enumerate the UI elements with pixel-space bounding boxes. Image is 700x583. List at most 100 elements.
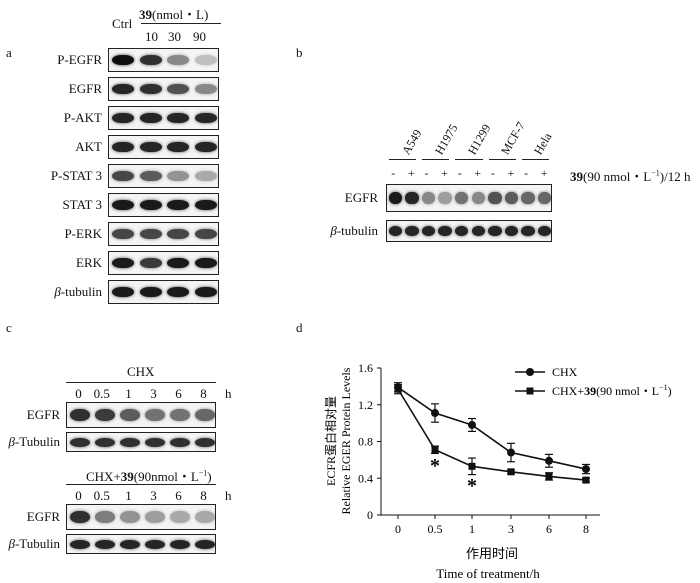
cell-line-underline: [488, 159, 516, 160]
blot-band: [194, 539, 215, 549]
blot-band: [438, 226, 452, 236]
blot-band: [167, 228, 190, 240]
blot-band: [144, 437, 165, 447]
y-tick-label: 1.6: [358, 361, 373, 375]
blot-band: [195, 54, 218, 66]
panel-c-bottom-line: [66, 484, 216, 485]
panel-a-letter: a: [6, 45, 12, 60]
blot-band: [195, 286, 218, 298]
timepoint-label: 3: [150, 386, 157, 401]
blot-band: [405, 191, 419, 205]
data-point-square: [545, 472, 553, 480]
blot-band: [388, 191, 402, 205]
dose-label: 10: [145, 29, 158, 44]
x-tick-label: 8: [583, 522, 589, 536]
blot-band: [139, 228, 162, 240]
timepoint-label: 0: [75, 386, 82, 401]
treatment-sign: +: [507, 166, 515, 180]
blot-band: [438, 191, 452, 205]
blot-band: [111, 54, 134, 66]
data-point-square: [468, 462, 476, 470]
blot-band: [69, 437, 90, 447]
blot-band: [144, 409, 165, 421]
timepoint-label: 0.5: [93, 386, 110, 401]
row-label-text: STAT 3: [62, 197, 102, 212]
y-axis-label: Relative EGER Protein Levels: [339, 367, 353, 514]
blot-band: [488, 226, 502, 236]
row-label-text: P-ERK: [64, 226, 102, 241]
blot-band: [94, 539, 115, 549]
data-point-circle: [468, 420, 476, 429]
blot-band: [521, 191, 535, 205]
panel-c-top-line: [66, 382, 216, 383]
time-unit: h: [225, 386, 232, 401]
blot-band: [169, 437, 190, 447]
blot-band: [421, 226, 436, 236]
panel-a-row-label: EGFR: [69, 81, 102, 97]
treatment-sign: -: [490, 166, 495, 180]
dose-label: 90: [193, 29, 206, 44]
blot-band: [471, 191, 485, 205]
panel-b-row-label: β-tubulin: [330, 223, 378, 239]
panel-c-bottom-title: CHX+39(90nmol・L−1): [86, 468, 212, 484]
y-tick-label: 0.4: [358, 471, 373, 485]
timepoint-label: 1: [125, 386, 132, 401]
blot-band: [111, 112, 134, 124]
x-tick-label: 3: [508, 522, 514, 536]
blot-band: [521, 226, 535, 236]
blot-band: [195, 170, 218, 182]
timepoint-label: 6: [175, 386, 182, 401]
dose-label: 30: [168, 29, 181, 44]
blot-band: [195, 141, 218, 153]
panel-a-blot-erk: [108, 251, 219, 275]
row-label-text: EGFR: [344, 190, 378, 205]
panel-c-letter: c: [6, 320, 12, 335]
panel-a-blot-stat-3: [108, 193, 219, 217]
significance-asterisk: *: [467, 475, 477, 497]
panel-c-chx-blot-egfr: [66, 402, 216, 428]
blot-band: [69, 409, 90, 421]
blot-band: [504, 191, 519, 205]
blot-band: [144, 539, 165, 549]
panel-a-row-label: ERK: [76, 255, 102, 271]
blot-band: [139, 199, 162, 211]
panel-a-dose-line: [141, 23, 221, 24]
data-point-circle: [545, 456, 553, 465]
blot-band: [421, 191, 436, 205]
blot-band: [169, 539, 190, 549]
row-label-text: tubulin: [65, 284, 102, 299]
blot-band: [167, 199, 190, 211]
cell-line-underline: [455, 159, 483, 160]
panel-c-combo-blot-beta-tubulin: [66, 534, 216, 554]
panel-a-ctrl-header: Ctrl: [112, 16, 133, 31]
x-tick-label: 0: [395, 522, 401, 536]
blot-band: [471, 226, 485, 236]
timepoint-label: 0: [75, 488, 82, 503]
row-label-text: Tubulin: [19, 536, 60, 551]
blot-band: [111, 228, 134, 240]
greek-beta: β-: [8, 434, 20, 449]
blot-band: [119, 409, 140, 421]
blot-band: [167, 54, 190, 66]
panel-a-blot-akt: [108, 135, 219, 159]
x-axis-label: Time of treatment/h: [436, 566, 540, 581]
blot-band: [111, 257, 134, 269]
legend-marker-square: [526, 387, 534, 395]
panel-a-blot-p-erk: [108, 222, 219, 246]
blot-band: [119, 511, 140, 523]
blot-band: [167, 83, 190, 95]
blot-band: [111, 199, 134, 211]
greek-beta: β-: [330, 223, 342, 238]
blot-band: [167, 170, 190, 182]
timepoint-label: 8: [200, 488, 207, 503]
y-tick-label: 1.2: [358, 398, 373, 412]
row-label-text: Tubulin: [19, 434, 60, 449]
blot-band: [94, 437, 115, 447]
row-label-text: AKT: [75, 139, 102, 154]
greek-beta: β-: [54, 284, 66, 299]
panel-c-row-label: β-Tubulin: [8, 434, 60, 450]
y-tick-label: 0.8: [358, 435, 373, 449]
blot-band: [111, 141, 134, 153]
treatment-sign: +: [407, 166, 415, 180]
panel-c-row-label: β-Tubulin: [8, 536, 60, 552]
